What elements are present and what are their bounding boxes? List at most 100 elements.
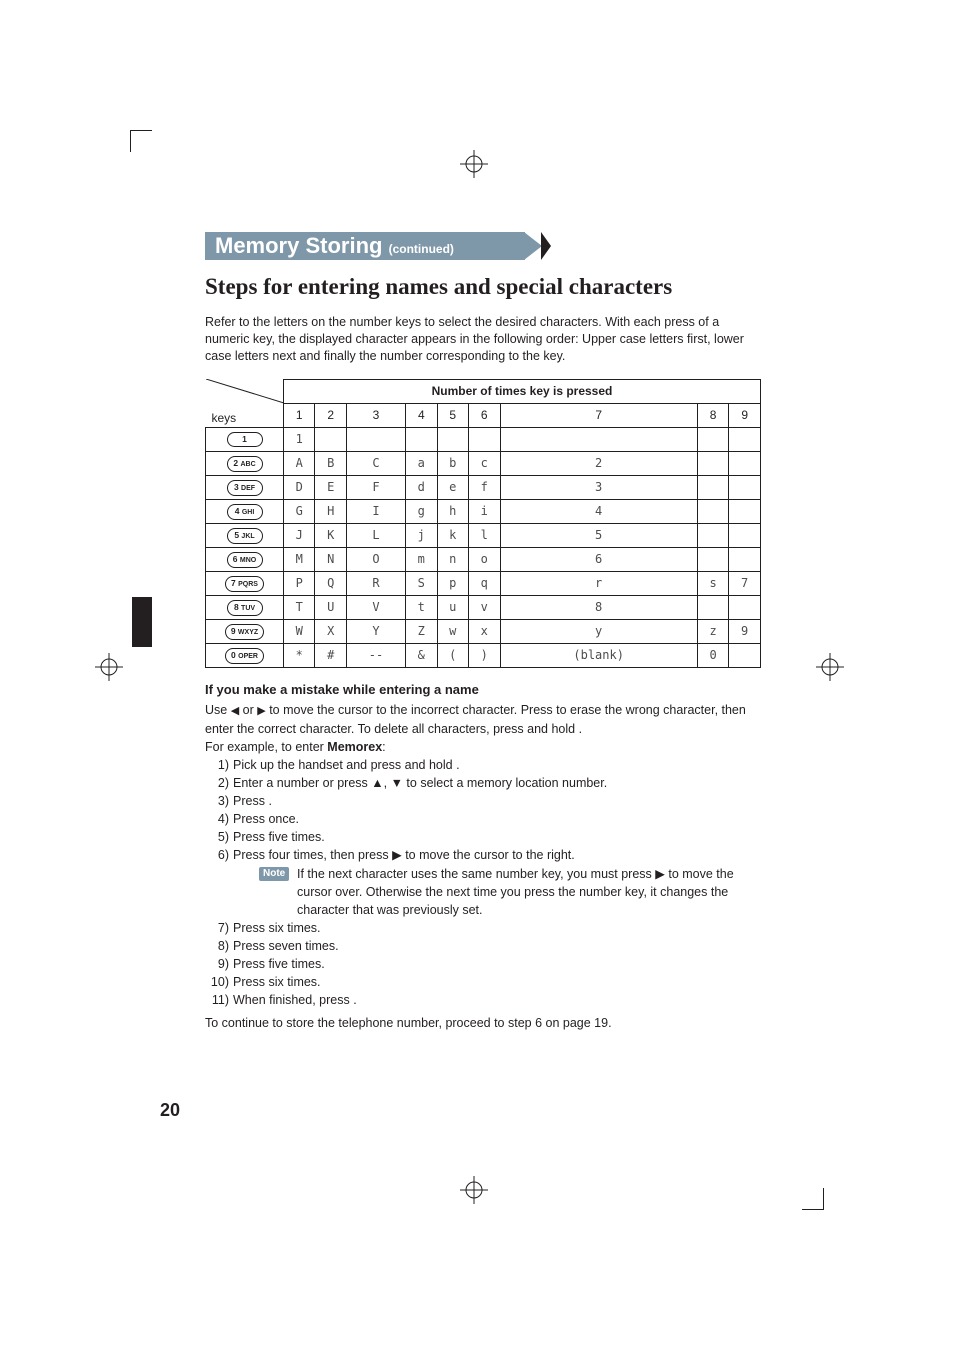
- step-item: 6)Press four times, then press ▶ to move…: [233, 846, 761, 864]
- step-text: Press: [233, 957, 268, 971]
- table-column-header: 6: [469, 403, 500, 427]
- table-cell: n: [437, 547, 468, 571]
- table-cell: [500, 427, 697, 451]
- table-cell: [697, 475, 728, 499]
- table-cell: m: [406, 547, 437, 571]
- table-column-header: 9: [729, 403, 761, 427]
- step-item: 10)Press six times.: [233, 973, 761, 991]
- step-number: 1): [205, 756, 229, 774]
- table-cell: v: [469, 595, 500, 619]
- step-number: 6): [205, 846, 229, 864]
- table-cell: 6: [500, 547, 697, 571]
- phone-key-icon: 8 TUV: [227, 600, 263, 616]
- table-cell: ): [469, 643, 500, 667]
- key-cell: 6 MNO: [206, 547, 284, 571]
- table-cell: w: [437, 619, 468, 643]
- table-cell: [729, 451, 761, 475]
- key-cell: 7 PQRS: [206, 571, 284, 595]
- table-cell: [437, 427, 468, 451]
- table-cell: [729, 499, 761, 523]
- table-cell: d: [406, 475, 437, 499]
- table-cell: F: [346, 475, 405, 499]
- table-cell: Y: [346, 619, 405, 643]
- table-cell: f: [469, 475, 500, 499]
- table-cell: 3: [500, 475, 697, 499]
- section-continued: (continued): [389, 242, 454, 256]
- step-text: six times.: [268, 975, 320, 989]
- table-cell: [729, 595, 761, 619]
- table-cell: [697, 547, 728, 571]
- table-cell: h: [437, 499, 468, 523]
- table-cell: 9: [729, 619, 761, 643]
- table-cell: T: [284, 595, 315, 619]
- mistake-paragraph: Use ◀ or ▶ to move the cursor to the inc…: [205, 701, 761, 738]
- table-cell: W: [284, 619, 315, 643]
- step-text: .: [353, 993, 356, 1007]
- step-number: 11): [205, 991, 229, 1009]
- step-text: once.: [268, 812, 299, 826]
- table-cell: --: [346, 643, 405, 667]
- table-cell: V: [346, 595, 405, 619]
- page-content: Memory Storing (continued) Steps for ent…: [205, 232, 761, 1032]
- table-cell: b: [437, 451, 468, 475]
- step-number: 8): [205, 937, 229, 955]
- note-text: If the next character uses the same numb…: [297, 867, 655, 881]
- registration-mark-right: [816, 653, 844, 686]
- text-fragment: :: [382, 740, 385, 754]
- key-cell: 4 GHI: [206, 499, 284, 523]
- table-cell: (blank): [500, 643, 697, 667]
- example-word: Memorex: [327, 740, 382, 754]
- step-text: .: [456, 758, 459, 772]
- phone-key-icon: 7 PQRS: [225, 576, 264, 592]
- step-text: Press: [233, 794, 268, 808]
- key-cell: 8 TUV: [206, 595, 284, 619]
- step-item: 4)Press once.: [233, 810, 761, 828]
- table-cell: y: [500, 619, 697, 643]
- step-number: 3): [205, 792, 229, 810]
- table-cell: x: [469, 619, 500, 643]
- table-cell: I: [346, 499, 405, 523]
- table-cell: N: [315, 547, 346, 571]
- table-cell: B: [315, 451, 346, 475]
- table-cell: 1: [284, 427, 315, 451]
- table-cell: q: [469, 571, 500, 595]
- step-number: 5): [205, 828, 229, 846]
- table-cell: [697, 595, 728, 619]
- table-cell: E: [315, 475, 346, 499]
- table-cell: z: [697, 619, 728, 643]
- key-cell: 1: [206, 427, 284, 451]
- phone-key-icon: 6 MNO: [227, 552, 263, 568]
- key-cell: 9 WXYZ: [206, 619, 284, 643]
- phone-key-icon: 2 ABC: [227, 456, 263, 472]
- example-lead: For example, to enter Memorex:: [205, 738, 761, 756]
- step-text: five times.: [268, 957, 324, 971]
- step-item: 1)Pick up the handset and press and hold…: [233, 756, 761, 774]
- step-text: Press: [233, 830, 268, 844]
- table-cell: &: [406, 643, 437, 667]
- table-cell: X: [315, 619, 346, 643]
- table-cell: P: [284, 571, 315, 595]
- table-cell: K: [315, 523, 346, 547]
- table-cell: C: [346, 451, 405, 475]
- registration-mark-left: [95, 653, 123, 686]
- text-fragment: to move the cursor to the incorrect char…: [269, 703, 556, 717]
- table-column-header: 8: [697, 403, 728, 427]
- table-header-span: Number of times key is pressed: [284, 379, 761, 403]
- table-cell: [729, 547, 761, 571]
- step-number: 10): [205, 973, 229, 991]
- step-text: five times.: [268, 830, 324, 844]
- step-text: four times, then press: [268, 848, 392, 862]
- table-cell: L: [346, 523, 405, 547]
- step-number: 2): [205, 774, 229, 792]
- page-heading: Steps for entering names and special cha…: [205, 274, 761, 300]
- character-table: keys Number of times key is pressed 1234…: [205, 379, 761, 668]
- key-cell: 0 OPER: [206, 643, 284, 667]
- table-cell: g: [406, 499, 437, 523]
- note-block: NoteIf the next character uses the same …: [233, 865, 761, 919]
- table-cell: [729, 523, 761, 547]
- intro-paragraph: Refer to the letters on the number keys …: [205, 314, 761, 365]
- step-text: seven times.: [268, 939, 338, 953]
- right-arrow-icon: ▶: [655, 867, 665, 881]
- step-text: Press: [233, 921, 268, 935]
- steps-list: 1)Pick up the handset and press and hold…: [205, 756, 761, 1010]
